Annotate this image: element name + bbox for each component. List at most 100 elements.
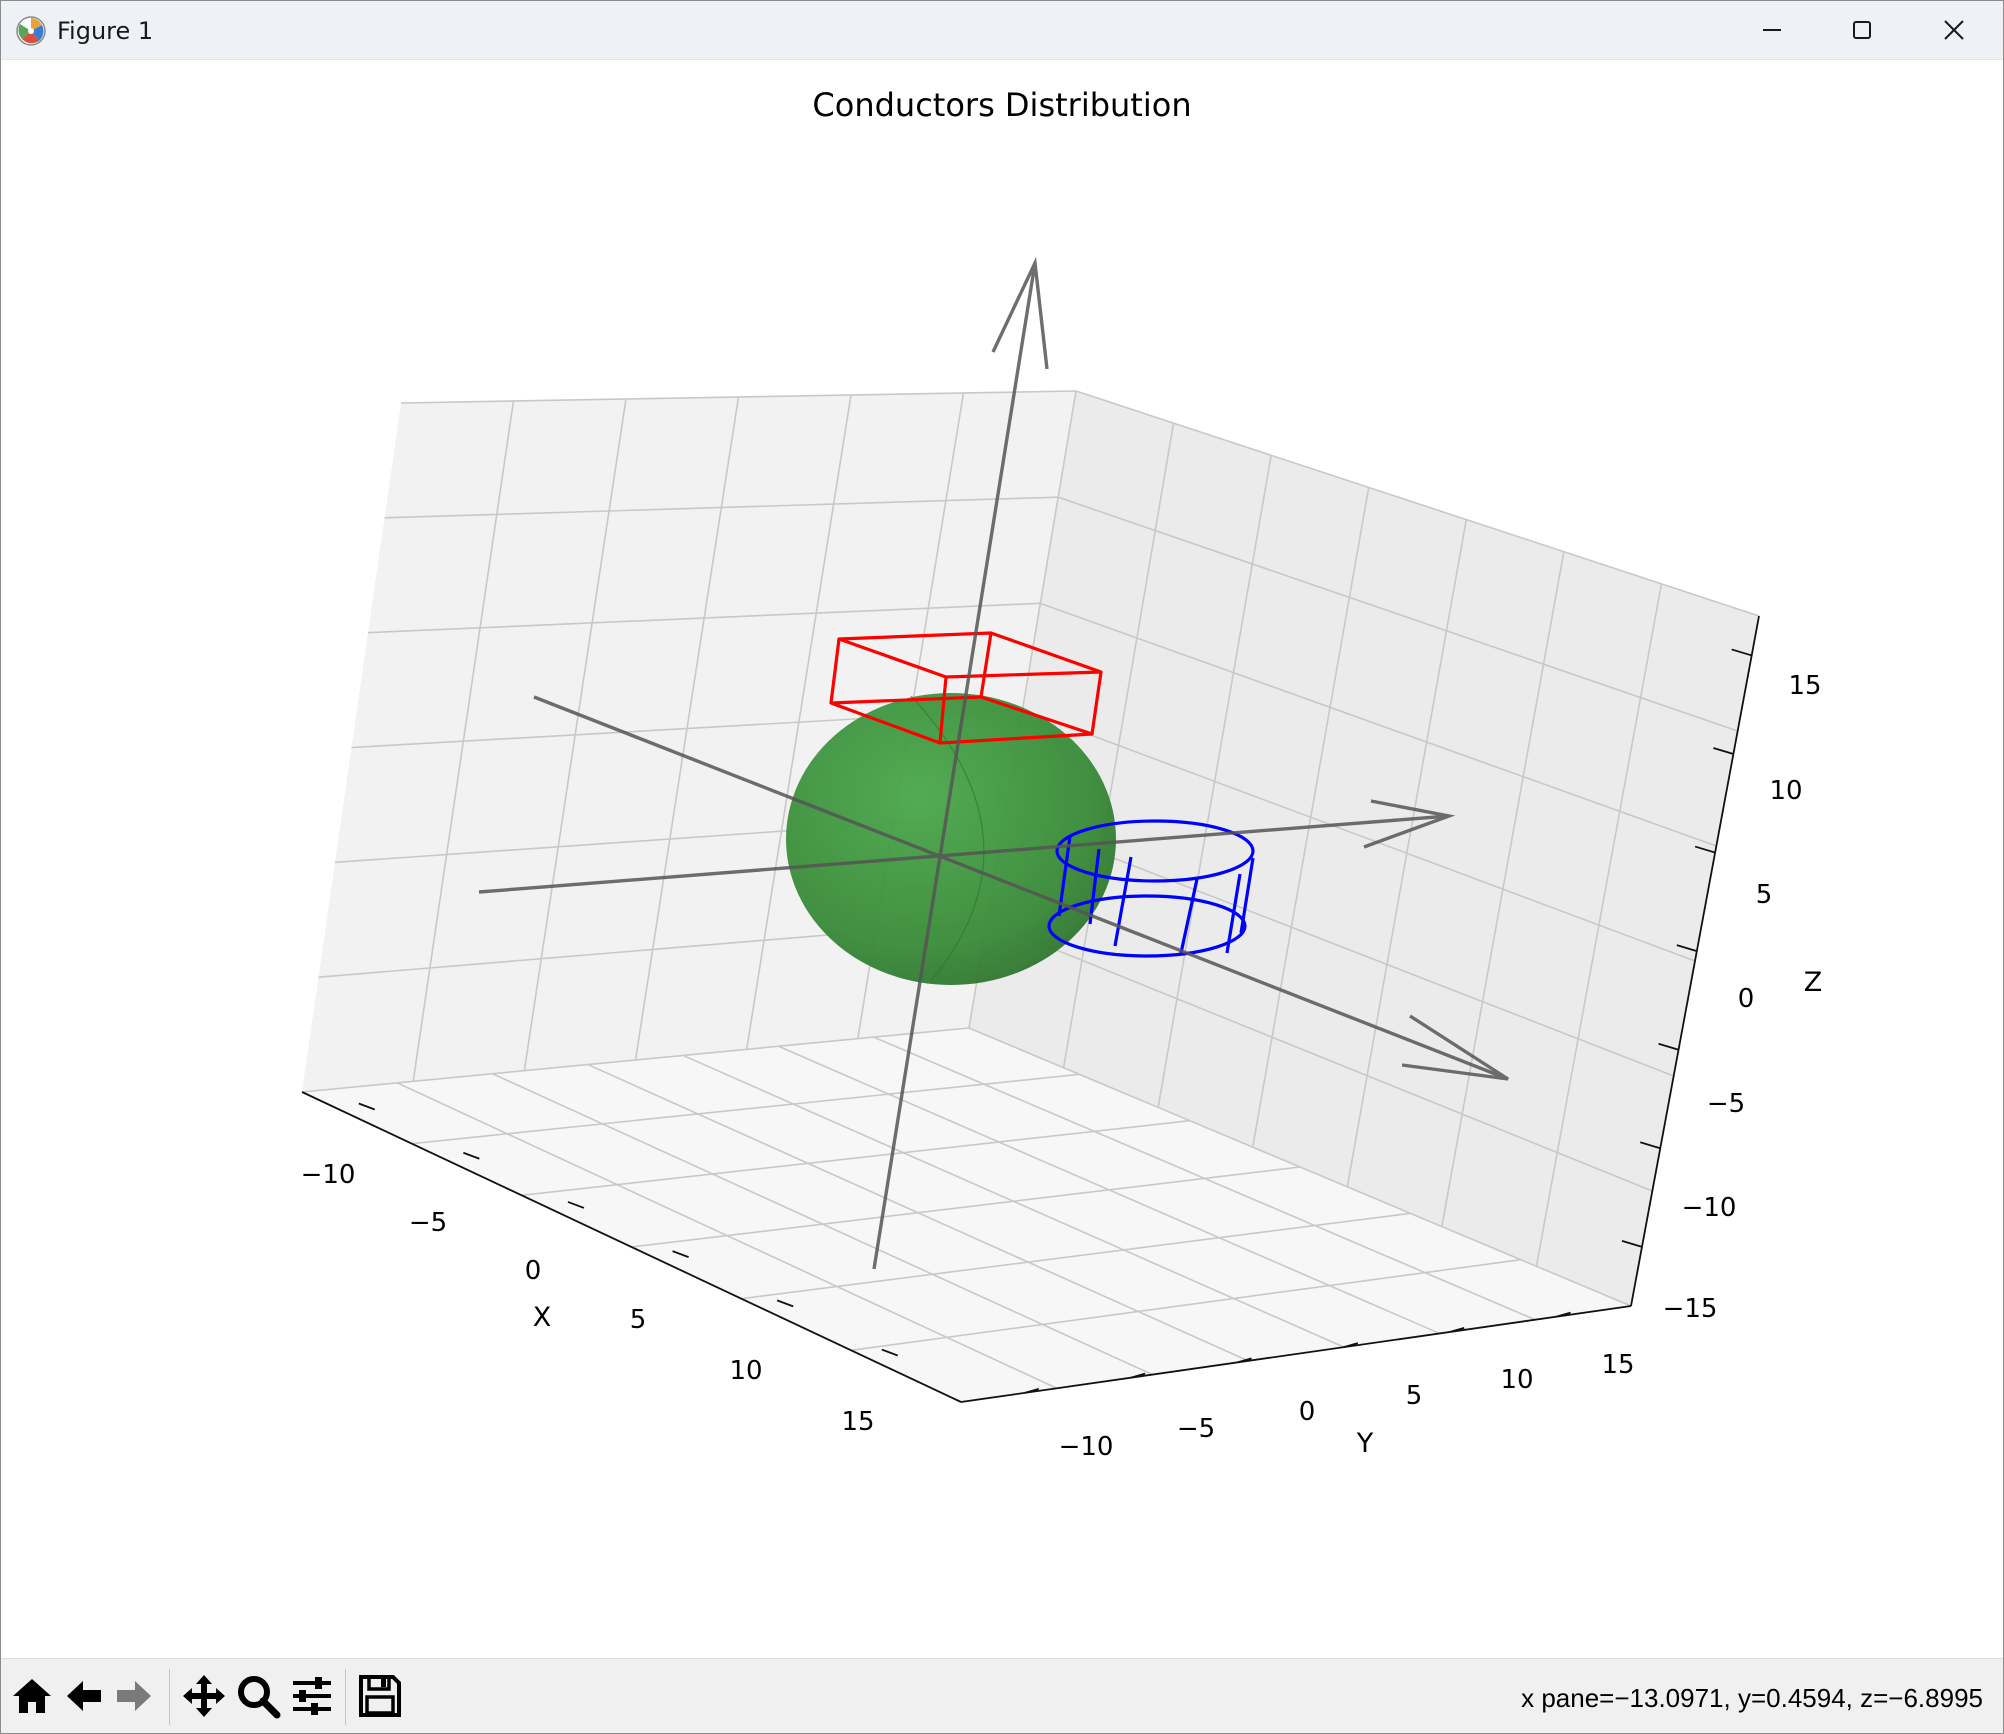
navigation-toolbar: x pane=−13.0971, y=0.4594, z=−6.8995 (1, 1658, 2003, 1733)
x-tick (776, 1299, 794, 1308)
x-arrow (533, 695, 1509, 1081)
floor-pane (302, 1028, 1631, 1402)
z-tick (1621, 1239, 1643, 1248)
axis-lines (301, 615, 1760, 1403)
sliders-icon (293, 1677, 331, 1715)
x-tick-label: −5 (409, 1208, 447, 1238)
z-tick (1639, 1141, 1661, 1150)
x-tick-label: 5 (630, 1305, 647, 1335)
z-tick-label: −5 (1707, 1089, 1745, 1119)
z-arrow-head (991, 256, 1049, 370)
z-tick (1694, 845, 1716, 854)
back-arrow-icon (67, 1681, 101, 1711)
grid-line (411, 1073, 1080, 1145)
toolbar-separator (169, 1669, 170, 1725)
close-icon (1944, 20, 1964, 40)
grid-line (851, 1258, 1521, 1352)
sphere-conductor (786, 693, 1116, 985)
y-tick-label: 10 (1500, 1365, 1533, 1395)
pan-button[interactable] (181, 1673, 227, 1719)
grid-line (1040, 602, 1717, 847)
zoom-button[interactable] (235, 1673, 281, 1719)
axis-labels: X Y Z (533, 967, 1823, 1459)
cylinder-conductor (1047, 819, 1255, 958)
grid-lines (301, 390, 1760, 1390)
z-tick-label: 5 (1756, 880, 1773, 910)
grid-line (521, 1119, 1190, 1197)
save-icon (359, 1675, 401, 1717)
x-axis-label: X (533, 1302, 552, 1333)
y-tick (1237, 1357, 1252, 1364)
x-tick (672, 1250, 689, 1258)
cursor-coordinates: x pane=−13.0971, y=0.4594, z=−6.8995 (1521, 1683, 1983, 1713)
axis-arrows (478, 256, 1509, 1270)
grid-line (682, 1054, 1345, 1348)
grid-line (1004, 814, 1674, 1077)
forward-arrow-icon (117, 1681, 151, 1711)
y-arrow-head (1363, 799, 1456, 849)
grid-line (1022, 708, 1696, 962)
z-tick-label: 0 (1738, 984, 1755, 1014)
save-button[interactable] (357, 1673, 403, 1719)
grid-line (492, 1072, 1153, 1376)
window-title: Figure 1 (57, 17, 154, 45)
configure-subplots-button[interactable] (289, 1673, 335, 1719)
z-tick-label: 15 (1788, 671, 1821, 701)
box-conductor (829, 631, 1103, 745)
y-tick-label: −10 (1059, 1432, 1114, 1462)
grid-line (873, 1036, 1536, 1321)
y-tick (1449, 1327, 1465, 1333)
tick-labels: −10 −5 0 5 10 15 −10 −5 0 5 10 15 15 10 … (301, 671, 1822, 1462)
x-tick-label: 10 (729, 1356, 762, 1386)
maximize-icon (1853, 21, 1871, 39)
grid-line (301, 1027, 970, 1093)
pan-icon (183, 1675, 225, 1717)
x-tick-label: 0 (525, 1256, 542, 1286)
plot-svg[interactable]: Conductors Distribution −10 −5 0 5 10 15 (1, 60, 2003, 1658)
maximize-button[interactable] (1817, 1, 1907, 59)
z-tick-label: −10 (1682, 1193, 1737, 1223)
z-tick-label: −15 (1663, 1294, 1718, 1324)
grid-line (631, 1166, 1301, 1248)
x-tick (463, 1151, 480, 1160)
grid-line (400, 390, 1077, 404)
y-tick (1024, 1387, 1040, 1394)
close-button[interactable] (1909, 1, 1999, 59)
grid-line (1057, 496, 1738, 732)
matplotlib-logo-icon (15, 15, 47, 47)
grid-line (1075, 390, 1760, 617)
y-tick-label: 0 (1299, 1397, 1316, 1427)
minimize-icon (1763, 29, 1781, 31)
y-tick-label: −5 (1177, 1414, 1215, 1444)
grid-line (986, 921, 1653, 1192)
home-icon (13, 1679, 51, 1713)
axis-ticks (358, 648, 1752, 1394)
x-tick-label: −10 (301, 1160, 356, 1190)
y-tick (1343, 1342, 1359, 1349)
grid-line (396, 1082, 1058, 1390)
back-right-pane (969, 391, 1759, 1306)
back-button[interactable] (61, 1673, 107, 1719)
z-tick (1731, 648, 1752, 657)
x-arrow-head (1401, 1014, 1509, 1081)
title-bar[interactable]: Figure 1 (1, 1, 2003, 60)
y-tick-label: 5 (1406, 1381, 1423, 1411)
y-tick (1130, 1372, 1146, 1379)
y-tick (1556, 1311, 1571, 1318)
grid-line (587, 1063, 1249, 1362)
grid-line (778, 1045, 1440, 1335)
x-tick (567, 1201, 585, 1209)
x-tick (358, 1102, 376, 1111)
toolbar-separator (345, 1669, 346, 1725)
forward-button[interactable] (111, 1673, 157, 1719)
figure-canvas[interactable]: Conductors Distribution −10 −5 0 5 10 15 (1, 60, 2003, 1658)
z-tick (1713, 747, 1734, 755)
plot-title: Conductors Distribution (812, 86, 1191, 124)
z-axis-line (1630, 615, 1760, 1307)
grid-line (968, 1027, 1632, 1307)
minimize-button[interactable] (1727, 1, 1817, 59)
y-axis-label: Y (1356, 1428, 1374, 1459)
home-button[interactable] (9, 1673, 55, 1719)
z-tick-label: 10 (1769, 776, 1802, 806)
